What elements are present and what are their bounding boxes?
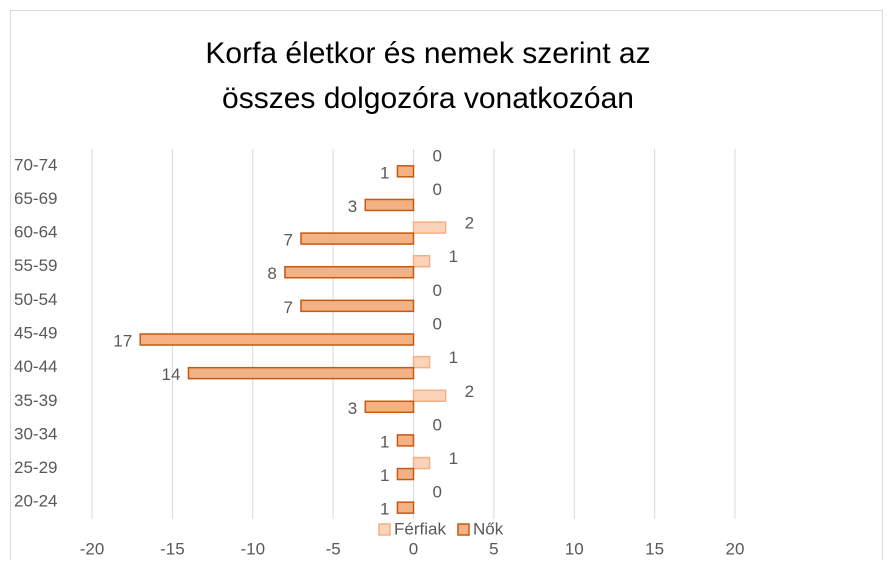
x-tick-label: 0 — [409, 539, 418, 558]
x-tick-label: -20 — [80, 539, 105, 558]
bar — [300, 299, 415, 313]
x-tick-label: -5 — [326, 539, 341, 558]
data-label: 1 — [380, 466, 389, 485]
data-label: 1 — [449, 247, 458, 266]
y-tick-label: 20-24 — [14, 492, 57, 511]
title-line: Korfa életkor és nemek szerint az — [205, 37, 650, 70]
data-label: 14 — [162, 365, 181, 384]
bar — [412, 389, 447, 403]
x-tick-label: 20 — [726, 539, 745, 558]
legend-swatch — [378, 523, 391, 536]
y-tick-label: 25-29 — [14, 458, 57, 477]
data-label: 7 — [284, 231, 293, 250]
title-line: összes dolgozóra vonatkozóan — [222, 82, 634, 115]
bar — [412, 221, 447, 234]
y-tick-label: 50-54 — [14, 290, 57, 309]
legend-label: Férfiak — [394, 519, 446, 538]
data-label: 0 — [433, 146, 442, 165]
x-tick-label: 5 — [489, 539, 498, 558]
x-tick-label: 10 — [565, 539, 584, 558]
y-tick-label: 35-39 — [14, 391, 57, 410]
x-tick-label: -15 — [160, 539, 185, 558]
data-label: 2 — [465, 382, 474, 401]
data-label: 0 — [433, 483, 442, 502]
bar — [412, 355, 431, 369]
bar — [364, 198, 415, 212]
data-label: 0 — [433, 180, 442, 199]
data-label: 1 — [449, 348, 458, 367]
data-label: 3 — [348, 399, 357, 418]
bar — [284, 265, 415, 279]
data-label: 2 — [465, 214, 474, 233]
bar — [396, 501, 415, 514]
data-label: 0 — [433, 314, 442, 333]
bar — [396, 434, 415, 447]
bar — [396, 467, 415, 481]
data-label: 17 — [113, 331, 132, 350]
y-tick-label: 55-59 — [14, 256, 57, 275]
data-label: 1 — [380, 500, 389, 519]
data-label: 0 — [433, 415, 442, 434]
bar — [412, 254, 431, 268]
bar — [364, 400, 415, 414]
y-tick-label: 70-74 — [14, 155, 57, 174]
y-tick-label: 40-44 — [14, 357, 57, 376]
data-label: 1 — [449, 449, 458, 468]
x-tick-label: -10 — [240, 539, 265, 558]
data-label: 3 — [348, 197, 357, 216]
chart-border — [10, 10, 883, 565]
data-label: 0 — [433, 281, 442, 300]
bar — [412, 456, 431, 470]
data-label: 8 — [267, 264, 276, 283]
y-tick-label: 60-64 — [14, 223, 57, 242]
y-tick-label: 65-69 — [14, 189, 57, 208]
data-label: 7 — [284, 298, 293, 317]
bar — [300, 232, 415, 245]
x-tick-label: 15 — [645, 539, 664, 558]
y-tick-label: 30-34 — [14, 424, 57, 443]
bar — [139, 333, 415, 346]
bar — [396, 165, 415, 178]
data-label: 1 — [380, 432, 389, 451]
legend-swatch — [457, 523, 470, 536]
chart-title: Korfa életkor és nemek szerint az összes … — [205, 37, 650, 115]
bar — [187, 366, 415, 380]
legend-label: Nők — [473, 519, 504, 538]
y-tick-label: 45-49 — [14, 323, 57, 342]
data-label: 1 — [380, 163, 389, 182]
